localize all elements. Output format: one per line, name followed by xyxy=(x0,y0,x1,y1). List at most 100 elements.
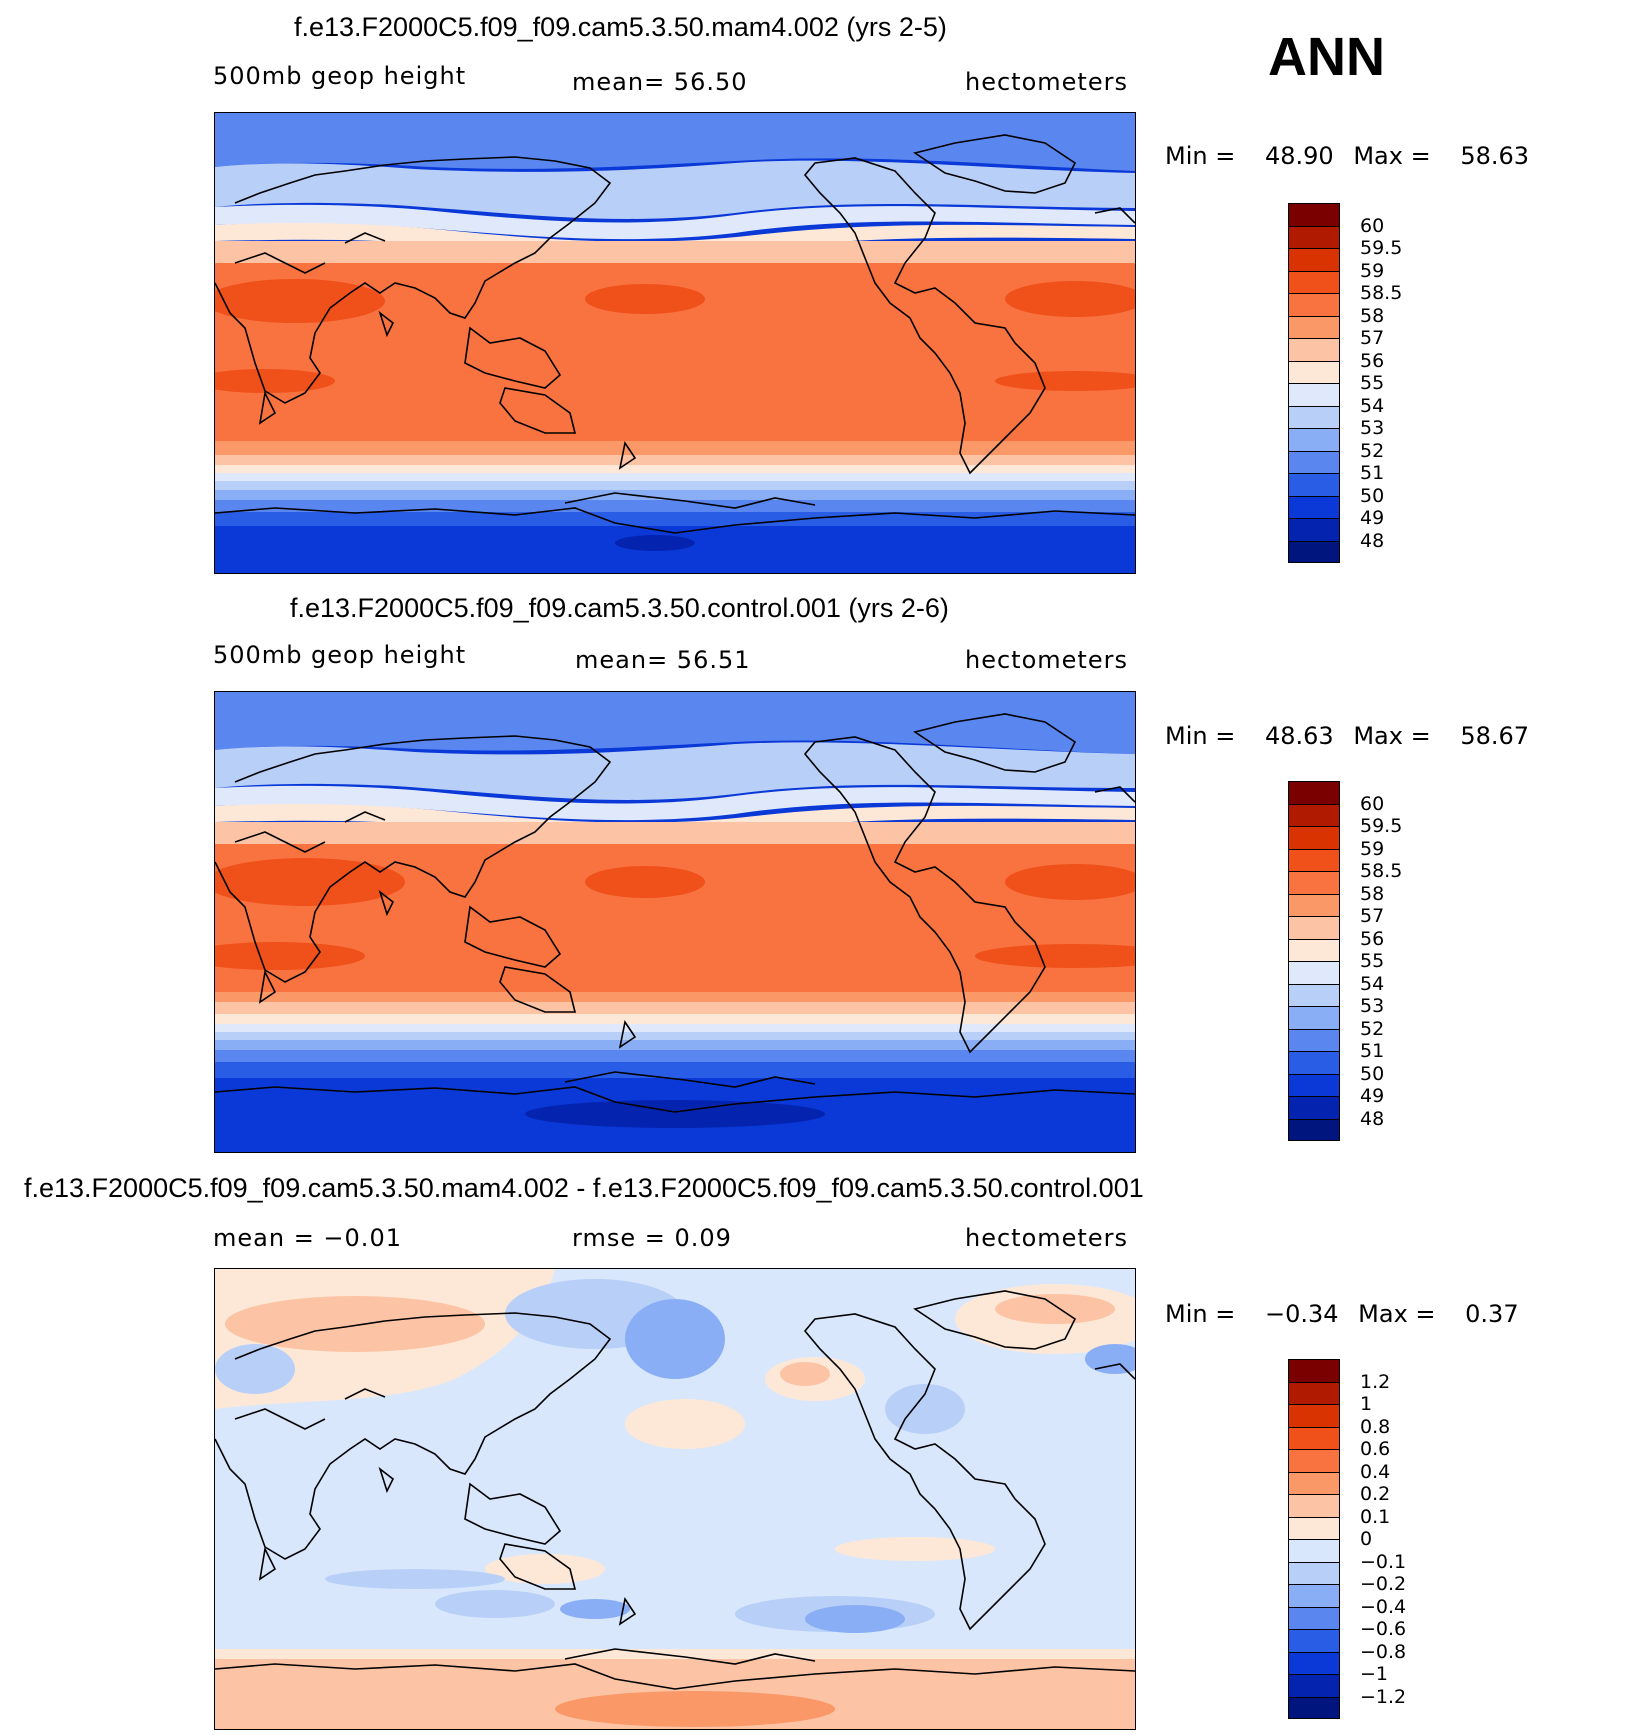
colorbar-swatch xyxy=(1288,428,1340,451)
colorbar-tick-label: 53 xyxy=(1360,417,1385,439)
colorbar-tick-label: 0 xyxy=(1360,1528,1373,1550)
colorbar-swatch xyxy=(1288,1696,1340,1719)
colorbar-swatch xyxy=(1288,916,1340,939)
colorbar-swatch xyxy=(1288,450,1340,473)
season-label: ANN xyxy=(1268,27,1385,87)
mean-label: mean= 56.51 xyxy=(575,646,751,674)
colorbar-tick-label: 48 xyxy=(1360,529,1385,552)
colorbar-tick-label: 52 xyxy=(1360,439,1385,462)
colorbar-tick-label: 58.5 xyxy=(1360,282,1403,304)
min-label: Min = xyxy=(1165,1300,1236,1328)
colorbar-tick-label: 1.2 xyxy=(1360,1370,1391,1393)
colorbar-swatch xyxy=(1288,315,1340,338)
max-value: 58.63 xyxy=(1460,142,1530,170)
colorbar-swatch xyxy=(1288,383,1340,406)
colorbar-swatch xyxy=(1288,1449,1340,1472)
colorbar-swatch xyxy=(1288,270,1340,293)
colorbar-tick-label: 0.1 xyxy=(1360,1505,1391,1528)
colorbar-tick-label: 0.4 xyxy=(1360,1460,1391,1483)
colorbar-swatch xyxy=(1288,961,1340,984)
variable-label: 500mb geop height xyxy=(213,62,467,90)
colorbar-swatch xyxy=(1288,781,1340,804)
colorbar-swatch xyxy=(1288,1606,1340,1629)
colorbar-tick-label: −0.4 xyxy=(1360,1595,1407,1618)
colorbar-tick-label: 58 xyxy=(1360,304,1385,327)
min-value: 48.63 xyxy=(1264,722,1334,750)
min-value: 48.90 xyxy=(1264,142,1334,170)
colorbar-tick-label: 53 xyxy=(1360,995,1385,1017)
colorbar-tick-label: 57 xyxy=(1360,327,1385,349)
colorbar-swatch xyxy=(1288,225,1340,248)
min-label: Min = xyxy=(1165,722,1236,750)
colorbar-tick-label: −1.2 xyxy=(1360,1685,1407,1708)
colorbar-swatch xyxy=(1288,1539,1340,1562)
colorbar-tick-label: 1 xyxy=(1360,1393,1373,1415)
geopotential-map xyxy=(214,691,1136,1153)
colorbar-swatch xyxy=(1288,1096,1340,1119)
colorbar-tick-label: −0.8 xyxy=(1360,1640,1407,1663)
colorbar-tick-label: 52 xyxy=(1360,1017,1385,1040)
units-label: hectometers xyxy=(965,646,1128,674)
colorbar-tick-label: 55 xyxy=(1360,950,1385,972)
colorbar-swatch xyxy=(1288,938,1340,961)
rmse-label: rmse = 0.09 xyxy=(572,1224,732,1252)
colorbar-tick-label: 55 xyxy=(1360,372,1385,394)
colorbar-swatch xyxy=(1288,1073,1340,1096)
colorbar-swatch xyxy=(1288,405,1340,428)
colorbar-tick-label: 51 xyxy=(1360,462,1385,484)
colorbar-swatch xyxy=(1288,1381,1340,1404)
colorbar-tick-label: 54 xyxy=(1360,394,1385,417)
panel-title: f.e13.F2000C5.f09_f09.cam5.3.50.mam4.002… xyxy=(24,1173,1144,1203)
colorbar-swatch xyxy=(1288,826,1340,849)
max-label: Max = xyxy=(1353,722,1431,750)
colorbar-tick-label: 59 xyxy=(1360,259,1385,282)
colorbar-tick-label: 54 xyxy=(1360,972,1385,995)
colorbar-swatch xyxy=(1288,293,1340,316)
colorbar-tick-label: 51 xyxy=(1360,1040,1385,1062)
colorbar-swatch xyxy=(1288,1651,1340,1674)
colorbar-swatch xyxy=(1288,203,1340,226)
colorbar-tick-label: −1 xyxy=(1360,1663,1389,1685)
min-label: Min = xyxy=(1165,142,1236,170)
colorbar-tick-label: 58 xyxy=(1360,882,1385,905)
max-label: Max = xyxy=(1353,142,1431,170)
colorbar-tick-label: −0.6 xyxy=(1360,1618,1407,1640)
colorbar-tick-label: 59 xyxy=(1360,837,1385,860)
mean-label: mean= 56.50 xyxy=(572,68,748,96)
colorbar-swatch xyxy=(1288,1028,1340,1051)
min-max-readout: Min = 48.90 Max = 58.63 xyxy=(1165,142,1529,170)
colorbar-tick-label: 0.2 xyxy=(1360,1483,1391,1505)
max-value: 0.37 xyxy=(1465,1300,1519,1328)
colorbar-swatch xyxy=(1288,1629,1340,1652)
colorbar-swatch xyxy=(1288,248,1340,271)
colorbar-swatch xyxy=(1288,1051,1340,1074)
colorbar-swatch xyxy=(1288,893,1340,916)
colorbar-swatch xyxy=(1288,1118,1340,1141)
geopotential-map xyxy=(214,112,1136,574)
panel-title: f.e13.F2000C5.f09_f09.cam5.3.50.control.… xyxy=(290,593,949,623)
colorbar-tick-label: 58.5 xyxy=(1360,860,1403,882)
colorbar-tick-label: 60 xyxy=(1360,214,1385,237)
max-value: 58.67 xyxy=(1460,722,1530,750)
colorbar-swatch xyxy=(1288,1516,1340,1539)
colorbar-swatch xyxy=(1288,540,1340,563)
colorbar-swatch xyxy=(1288,495,1340,518)
colorbar-swatch xyxy=(1288,1584,1340,1607)
colorbar-tick-label: 50 xyxy=(1360,484,1385,507)
colorbar-tick-label: 56 xyxy=(1360,927,1385,950)
colorbar-swatch xyxy=(1288,871,1340,894)
colorbar-tick-label: 0.8 xyxy=(1360,1415,1391,1438)
mean-label: mean = −0.01 xyxy=(213,1224,402,1252)
colorbar-swatch xyxy=(1288,1006,1340,1029)
colorbar-swatch xyxy=(1288,1674,1340,1697)
colorbar-tick-label: 0.6 xyxy=(1360,1438,1391,1460)
colorbar-swatch xyxy=(1288,518,1340,541)
colorbar-tick-label: −0.2 xyxy=(1360,1573,1407,1595)
colorbar-swatch xyxy=(1288,1494,1340,1517)
colorbar-tick-label: 49 xyxy=(1360,507,1385,529)
colorbar-swatch xyxy=(1288,1359,1340,1382)
colorbar-tick-label: 59.5 xyxy=(1360,815,1403,837)
colorbar-swatch xyxy=(1288,1471,1340,1494)
min-value: −0.34 xyxy=(1264,1300,1339,1328)
colorbar-swatch xyxy=(1288,360,1340,383)
